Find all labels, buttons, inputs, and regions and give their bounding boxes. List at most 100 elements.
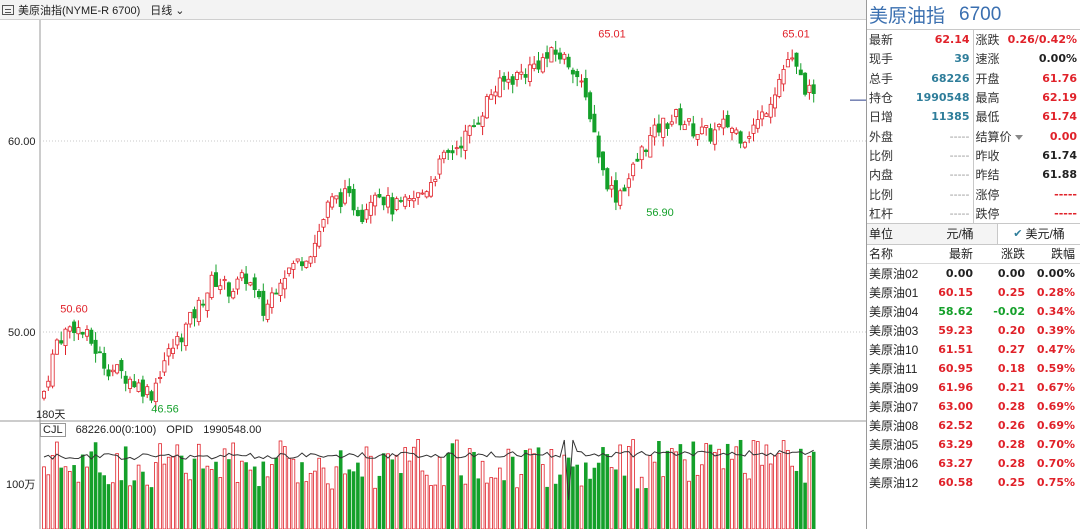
- quote-value: 68226: [931, 71, 970, 85]
- contract-row[interactable]: 美原油01 60.15 0.25 0.28%: [867, 283, 1080, 302]
- candle-body: [618, 190, 623, 206]
- volume-bar: [592, 467, 597, 529]
- candle-body: [291, 263, 296, 270]
- unit-option-yuan[interactable]: 元/桶: [946, 227, 974, 242]
- candle-body: [136, 382, 141, 392]
- candle-body: [678, 108, 683, 126]
- unit-option-usd[interactable]: ✔ 美元/桶: [997, 223, 1080, 244]
- candle-body: [338, 192, 343, 207]
- candle-body: [364, 209, 369, 220]
- col-last[interactable]: 最新: [948, 247, 973, 262]
- contract-last: 60.95: [938, 361, 973, 375]
- col-name[interactable]: 名称: [869, 247, 894, 262]
- contract-row[interactable]: 美原油03 59.23 0.20 0.39%: [867, 321, 1080, 340]
- contract-last: 60.58: [938, 475, 973, 489]
- quote-cell: 速涨 0.00%: [974, 49, 1080, 68]
- quote-row: 杠杆 ----- 跌停 -----: [867, 203, 1080, 223]
- contract-row[interactable]: 美原油09 61.96 0.21 0.67%: [867, 378, 1080, 397]
- candle-body: [209, 274, 214, 298]
- candle-body: [231, 291, 236, 299]
- quote-row: 持仓 1990548 最高 62.19: [867, 87, 1080, 108]
- volume-bar: [364, 446, 369, 529]
- volume-bar: [119, 480, 124, 529]
- contract-pct: 0.70%: [1036, 437, 1075, 451]
- candle-body: [377, 194, 382, 198]
- quote-value: 0.00%: [1038, 52, 1077, 66]
- candle-body: [274, 292, 279, 295]
- contract-row[interactable]: 美原油04 58.62 -0.02 0.34%: [867, 302, 1080, 321]
- volume-bar: [72, 465, 76, 529]
- volume-bar: [738, 439, 743, 529]
- volume-bar: [437, 456, 442, 529]
- volume-bar: [506, 448, 511, 529]
- chevron-down-icon: ⌄: [172, 4, 185, 17]
- candle-body: [583, 78, 588, 98]
- volume-bar: [644, 488, 648, 529]
- contract-name: 美原油12: [869, 475, 919, 490]
- menu-icon[interactable]: [2, 4, 14, 15]
- volume-bar: [136, 464, 141, 529]
- candle-body: [269, 292, 274, 308]
- volume-bar: [721, 468, 726, 529]
- cjl-indicator-button[interactable]: CJL: [40, 423, 66, 437]
- contract-change: 0.25: [997, 475, 1025, 489]
- volume-header: CJL 68226.00(0:100) OPID 1990548.00: [40, 423, 266, 437]
- candle-body: [768, 103, 773, 118]
- contract-row[interactable]: 美原油08 62.52 0.26 0.69%: [867, 416, 1080, 435]
- candle-body: [450, 150, 455, 154]
- period-selector[interactable]: 日线 ⌄: [150, 2, 184, 18]
- candle-body: [226, 282, 231, 297]
- candle-body: [579, 80, 584, 83]
- volume-bar: [803, 482, 807, 529]
- col-change[interactable]: 涨跌: [1000, 247, 1025, 262]
- contract-last: 62.52: [938, 418, 973, 432]
- candle-body: [355, 210, 360, 217]
- candle-body: [201, 303, 206, 306]
- quote-cell: 最高 62.19: [974, 88, 1080, 107]
- volume-bar: [330, 488, 334, 529]
- kline-chart-svg[interactable]: 60.00 50.00 100万 180天 50.60 46.56 65.01 56.90 65…: [0, 20, 866, 529]
- quote-value: 1990548: [915, 91, 970, 105]
- volume-bar: [747, 478, 751, 529]
- kline-chart[interactable]: 60.00 50.00 100万 180天 50.60 46.56 65.01 56.90 65…: [0, 20, 866, 529]
- volume-bar: [515, 487, 519, 529]
- contract-row[interactable]: 美原油07 63.00 0.28 0.69%: [867, 397, 1080, 416]
- volume-bar: [575, 464, 579, 529]
- candle-body: [463, 130, 468, 151]
- contract-row[interactable]: 美原油06 63.27 0.28 0.70%: [867, 454, 1080, 473]
- volume-bar: [777, 453, 782, 529]
- candle-body: [282, 277, 287, 290]
- candle-body: [63, 328, 68, 347]
- volume-bar: [665, 450, 670, 529]
- candle-body: [459, 145, 464, 149]
- candle-body: [347, 186, 352, 194]
- quote-cell: 外盘 -----: [867, 126, 974, 146]
- candle-body: [110, 369, 115, 373]
- contract-row[interactable]: 美原油12 60.58 0.25 0.75%: [867, 473, 1080, 492]
- volume-bar: [128, 485, 132, 529]
- volume-bar: [760, 464, 764, 529]
- contract-row[interactable]: 美原油02 0.00 0.00 0.00%: [867, 264, 1080, 283]
- volume-bar: [343, 473, 347, 529]
- contract-last: 61.96: [938, 380, 973, 394]
- contract-row[interactable]: 美原油11 60.95 0.18 0.59%: [867, 359, 1080, 378]
- candle-body: [489, 94, 494, 100]
- col-pct[interactable]: 跌幅: [1050, 247, 1075, 262]
- contract-row[interactable]: 美原油05 63.29 0.28 0.70%: [867, 435, 1080, 454]
- dropdown-arrow-icon[interactable]: [1014, 134, 1023, 140]
- quote-value: 61.74: [1042, 110, 1077, 124]
- candle-body: [510, 76, 515, 85]
- quote-value: 61.76: [1042, 71, 1077, 85]
- contract-row[interactable]: 美原油10 61.51 0.27 0.47%: [867, 340, 1080, 359]
- contract-change: 0.18: [997, 361, 1025, 375]
- candle-body: [785, 59, 790, 68]
- volume-bar: [201, 468, 205, 529]
- volume-bar: [811, 451, 816, 529]
- volume-bar: [356, 462, 360, 529]
- volume-bar: [407, 460, 412, 529]
- candle-body: [588, 92, 593, 120]
- volume-bar: [325, 483, 330, 529]
- candle-body: [145, 386, 150, 396]
- volume-bar: [648, 455, 653, 529]
- volume-bar: [635, 488, 640, 529]
